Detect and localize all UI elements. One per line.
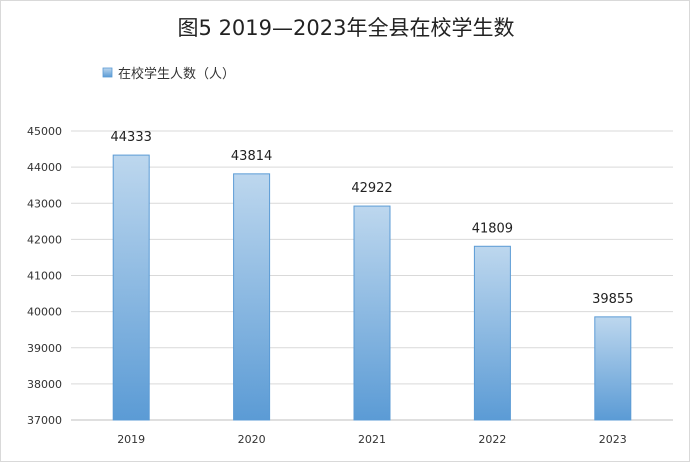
y-tick-label: 44000 bbox=[27, 161, 62, 174]
data-label: 44333 bbox=[111, 130, 152, 145]
x-tick-label: 2021 bbox=[358, 433, 386, 446]
x-tick-label: 2019 bbox=[117, 433, 145, 446]
bar bbox=[473, 245, 511, 421]
y-tick-label: 37000 bbox=[27, 414, 62, 427]
y-tick-label: 40000 bbox=[27, 306, 62, 319]
y-axis: 37000 38000 39000 40000 41000 42000 43000 44000… bbox=[27, 125, 62, 427]
bar bbox=[233, 173, 271, 421]
legend: 在校学生人数（人） bbox=[102, 66, 235, 82]
y-tick-label: 45000 bbox=[27, 125, 62, 138]
x-tick-label: 2022 bbox=[478, 433, 506, 446]
data-label: 43814 bbox=[231, 149, 272, 164]
legend-label: 在校学生人数（人） bbox=[118, 66, 235, 82]
bar bbox=[353, 205, 391, 421]
y-tick-label: 41000 bbox=[27, 270, 62, 283]
chart-title: 图5 2019—2023年全县在校学生数 bbox=[178, 16, 515, 40]
bar bbox=[112, 154, 150, 421]
x-tick-label: 2023 bbox=[599, 433, 627, 446]
x-axis: 2019 2020 2021 2022 2023 bbox=[117, 433, 627, 446]
y-tick-label: 42000 bbox=[27, 233, 62, 246]
y-tick-label: 38000 bbox=[27, 378, 62, 391]
data-label: 39855 bbox=[592, 292, 633, 307]
bar bbox=[594, 316, 632, 421]
x-tick-label: 2020 bbox=[238, 433, 266, 446]
y-tick-label: 43000 bbox=[27, 197, 62, 210]
legend-swatch bbox=[102, 67, 113, 78]
y-tick-label: 39000 bbox=[27, 342, 62, 355]
data-labels: 44333 43814 42922 41809 39855 bbox=[111, 130, 634, 307]
data-label: 41809 bbox=[472, 221, 513, 236]
data-label: 42922 bbox=[351, 181, 392, 196]
bars bbox=[112, 154, 632, 421]
